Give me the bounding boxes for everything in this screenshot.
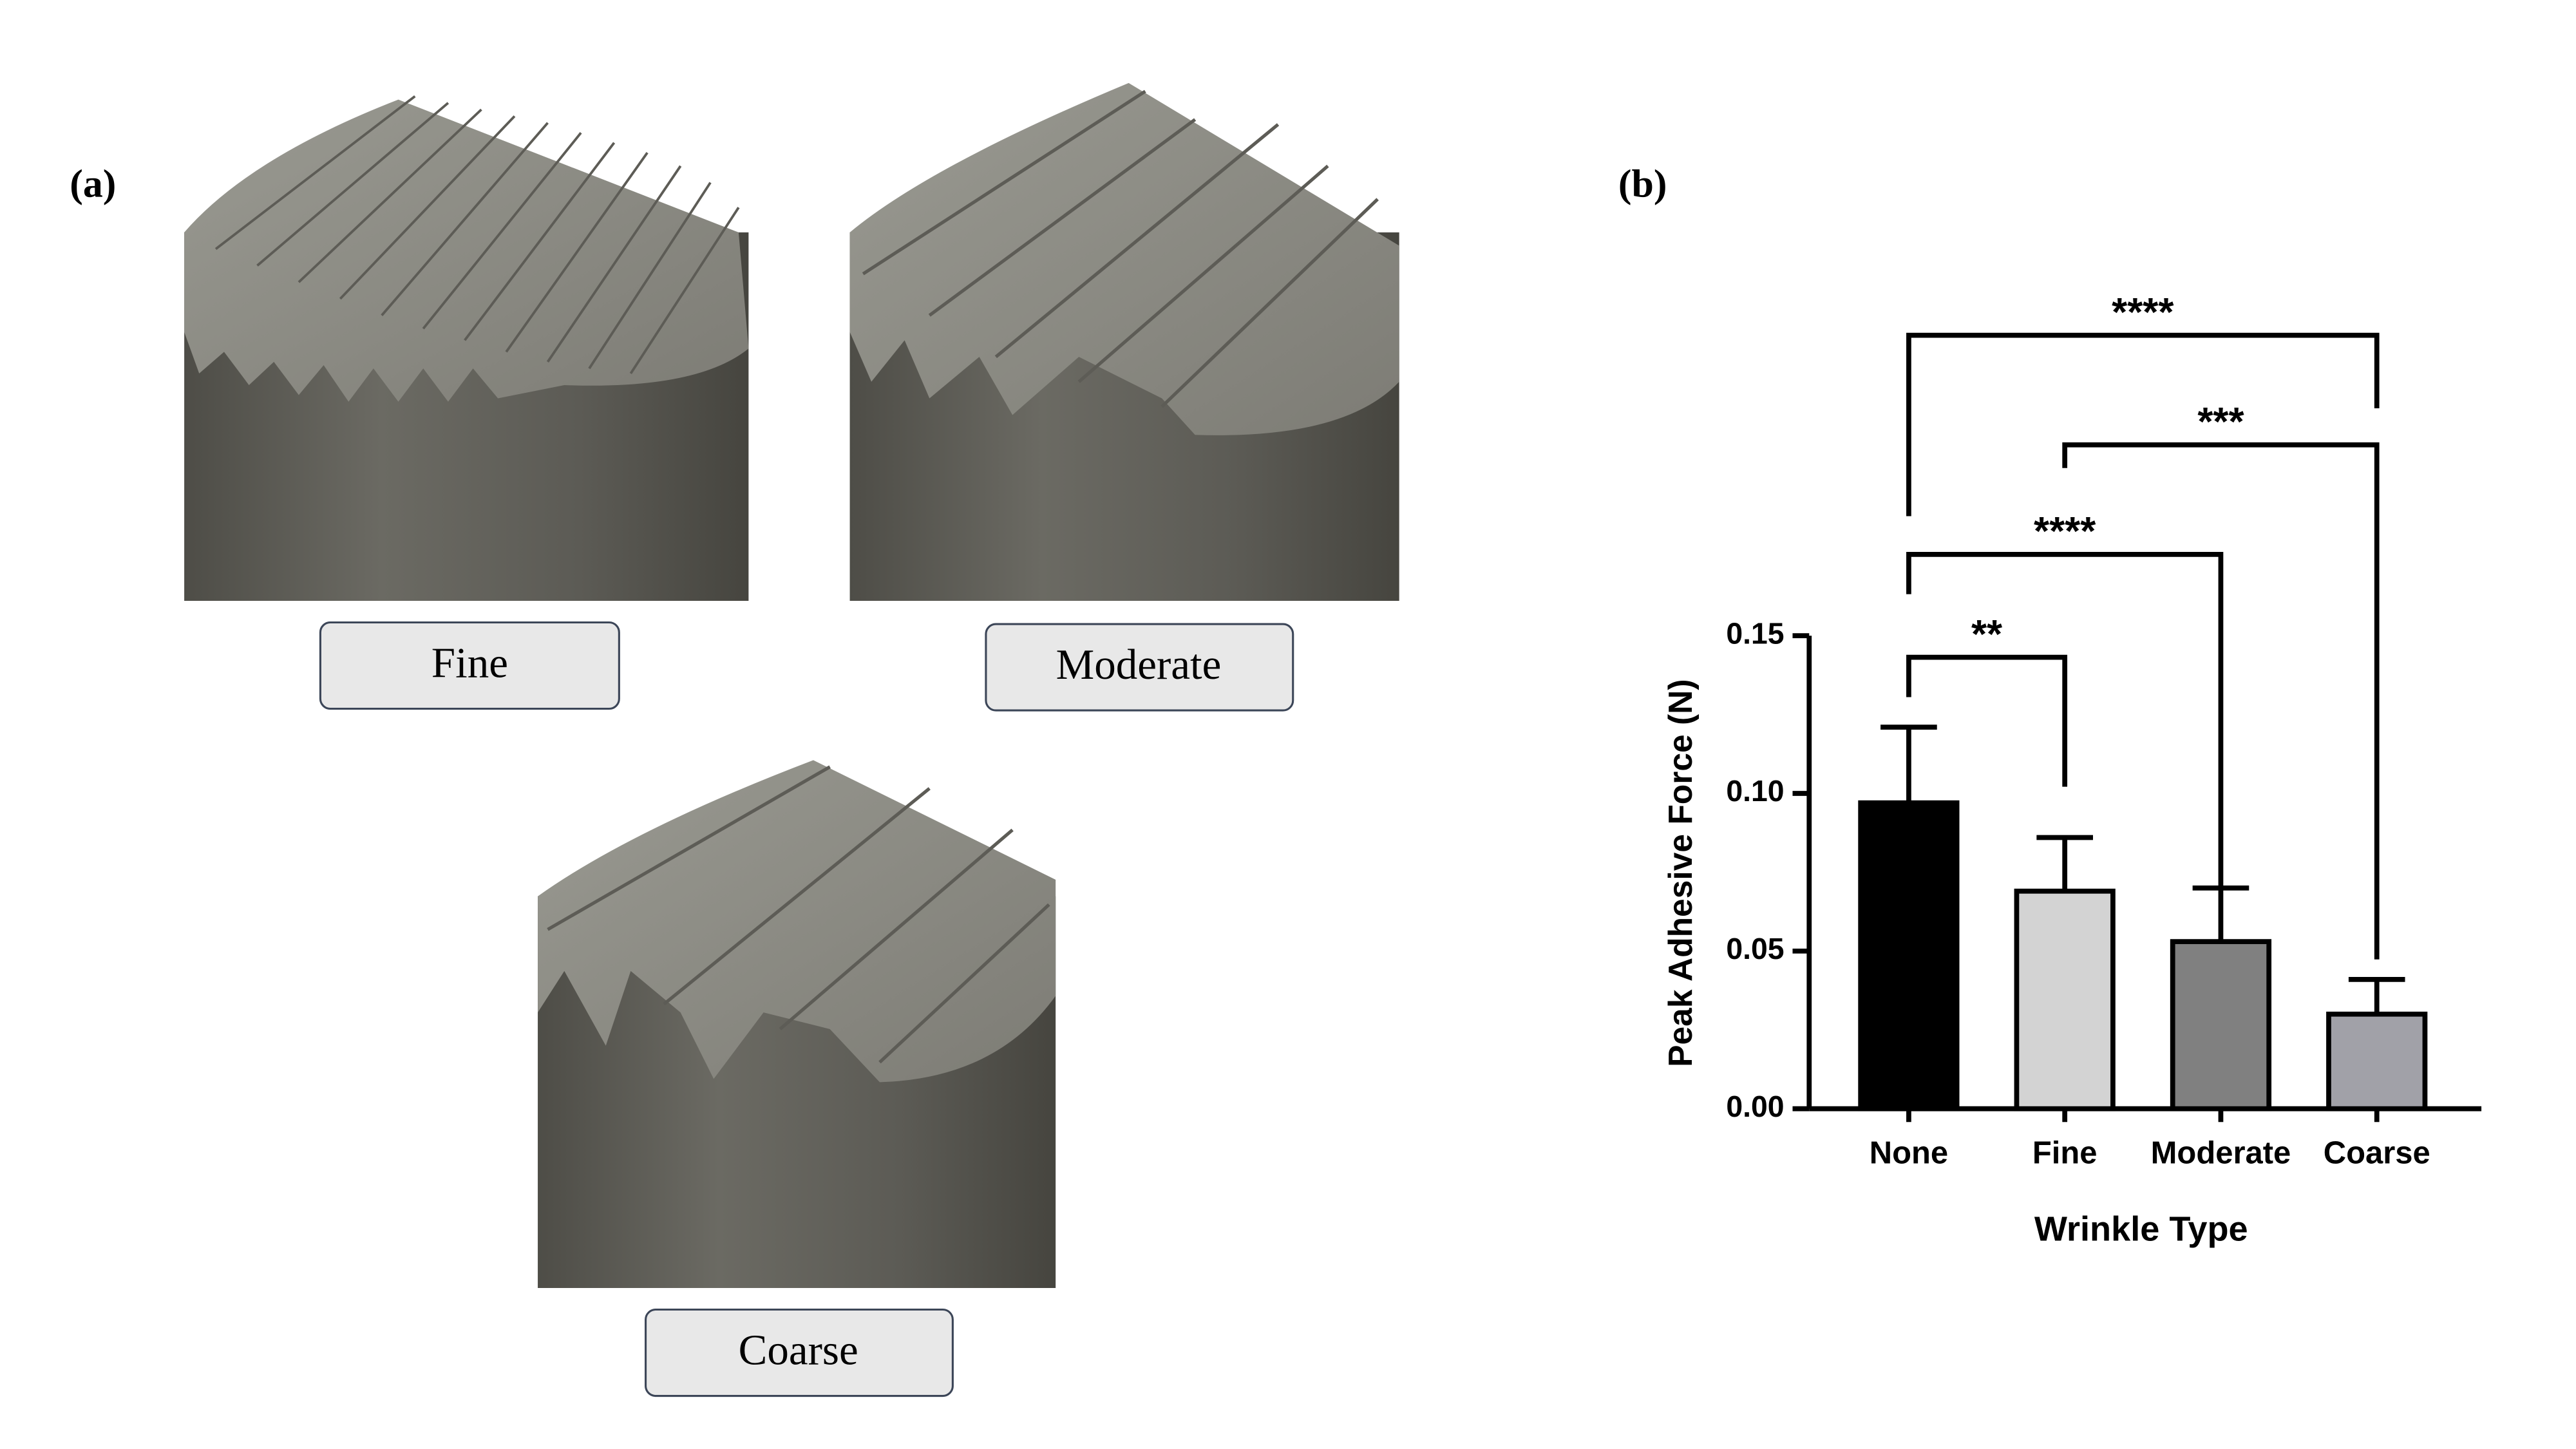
- render-coarse: [538, 760, 1056, 1288]
- significance-bracket: [1906, 332, 2380, 516]
- render-fine: [184, 95, 749, 601]
- x-tick-label: Fine: [2032, 1136, 2098, 1171]
- render-label: Fine: [431, 639, 508, 687]
- y-tick-label: 0.05: [1726, 932, 1784, 965]
- bar: [2014, 888, 2116, 1112]
- bar: [2326, 1011, 2428, 1112]
- significance-bracket: [1906, 654, 2068, 787]
- render-label: Moderate: [1056, 641, 1222, 688]
- y-tick-label: 0.15: [1726, 616, 1784, 650]
- y-axis-label: Peak Adhesive Force (N): [1662, 679, 1699, 1066]
- panel-label: (a): [70, 162, 116, 205]
- significance-bracket: [1906, 551, 2224, 890]
- x-axis-label: Wrinkle Type: [2034, 1210, 2248, 1249]
- significance-label: ***: [2197, 400, 2244, 444]
- bar: [1858, 800, 1960, 1112]
- x-tick-label: Moderate: [2151, 1136, 2291, 1171]
- x-tick-label: Coarse: [2324, 1136, 2430, 1171]
- significance-label: ****: [2112, 290, 2174, 335]
- significance-label: ****: [2034, 509, 2096, 554]
- panel-label: (b): [1618, 162, 1667, 205]
- render-labels: Fine Moderate Coarse: [319, 621, 1294, 1397]
- significance-bracket: [2062, 442, 2380, 960]
- significance-label: **: [1971, 612, 2002, 657]
- y-tick-label: 0.00: [1726, 1090, 1784, 1123]
- x-tick-label: None: [1870, 1136, 1948, 1171]
- bar: [2170, 939, 2272, 1112]
- render-label: Coarse: [739, 1326, 858, 1374]
- y-tick-label: 0.10: [1726, 774, 1784, 808]
- render-moderate: [849, 82, 1399, 601]
